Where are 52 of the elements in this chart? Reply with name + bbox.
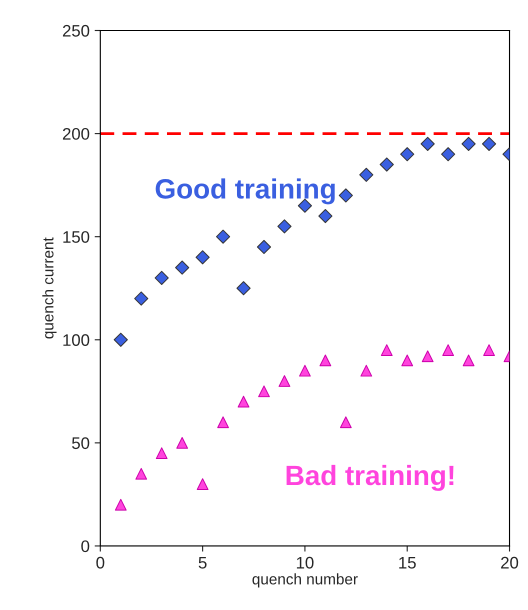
point xyxy=(277,219,292,234)
point xyxy=(216,230,230,244)
y-tick-label: 250 xyxy=(62,24,90,37)
point xyxy=(135,468,148,480)
y-tick-label: 200 xyxy=(62,128,90,140)
y-tick-label: 50 xyxy=(72,437,90,450)
point xyxy=(176,436,188,449)
point xyxy=(401,354,414,366)
point xyxy=(441,147,456,162)
point xyxy=(462,354,474,366)
point xyxy=(196,478,208,490)
point xyxy=(134,291,148,306)
y-tick-label: 100 xyxy=(63,334,90,346)
point xyxy=(338,188,353,203)
point xyxy=(359,168,374,182)
point xyxy=(256,240,272,254)
point xyxy=(196,250,210,264)
point xyxy=(380,157,394,172)
point xyxy=(238,396,250,408)
point xyxy=(340,416,352,428)
y-tick-label: 150 xyxy=(63,231,90,243)
x-tick-label: 20 xyxy=(501,556,518,569)
point xyxy=(156,447,168,460)
y-tick-label: 0 xyxy=(81,540,90,552)
point xyxy=(217,416,229,428)
point xyxy=(420,136,435,151)
x-tick-label: 10 xyxy=(296,556,314,569)
point xyxy=(114,332,128,347)
point xyxy=(114,498,127,511)
point xyxy=(462,136,476,151)
point xyxy=(278,375,290,387)
point xyxy=(318,208,332,224)
point xyxy=(320,354,332,366)
point xyxy=(154,270,169,285)
series-label: Bad training! xyxy=(286,464,454,491)
point xyxy=(422,350,434,362)
point xyxy=(400,147,414,162)
point xyxy=(442,344,454,356)
point xyxy=(380,344,393,356)
point xyxy=(482,136,496,151)
point xyxy=(258,385,270,398)
point xyxy=(483,344,495,356)
point xyxy=(236,281,251,296)
point xyxy=(175,260,190,275)
x-tick-label: 15 xyxy=(399,556,416,569)
point xyxy=(360,364,372,377)
x-axis-title: quench number xyxy=(252,573,358,588)
series-label: Good training xyxy=(156,178,335,204)
x-tick-label: 0 xyxy=(96,556,104,569)
y-axis-title: quench current xyxy=(42,237,57,339)
x-tick-label: 5 xyxy=(198,556,207,569)
point xyxy=(299,364,311,377)
